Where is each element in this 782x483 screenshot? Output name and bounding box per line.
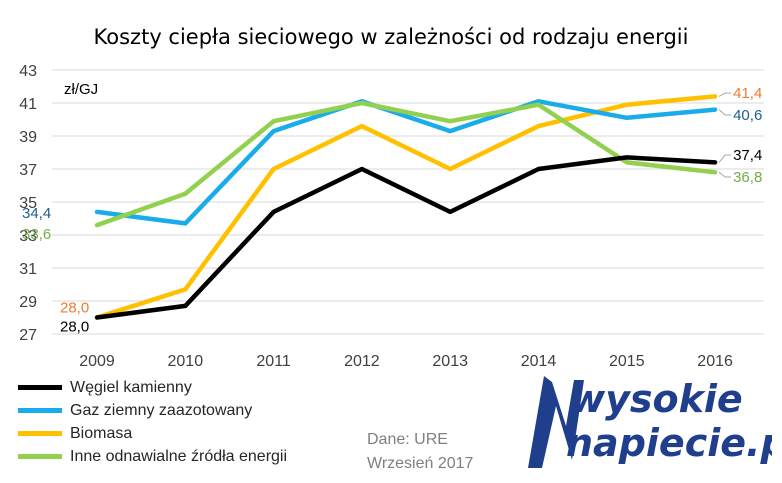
x-tick-label: 2009 <box>79 353 115 370</box>
series-lines <box>94 94 718 320</box>
source-line: Dane: URE <box>367 431 448 448</box>
legend-label: Inne odnawialne źródła energii <box>70 447 288 465</box>
data-label: 28,0 <box>60 319 89 336</box>
wysokie-napiecie-logo: wysokie napiecie.pl <box>528 376 772 468</box>
leader-line <box>718 92 732 97</box>
data-label: 37,4 <box>733 147 762 164</box>
legend-item: Węgiel kamienny <box>18 376 287 399</box>
lightning-bolt-icon <box>528 376 584 468</box>
leader-line <box>718 171 732 178</box>
x-tick-label: 2014 <box>521 353 557 370</box>
y-tick-label: 39 <box>19 129 37 146</box>
series-line <box>94 99 718 226</box>
gridlines <box>52 69 764 335</box>
leader-line <box>718 109 732 116</box>
legend-label: Biomasa <box>70 424 133 442</box>
y-tick-label: 37 <box>19 162 37 179</box>
logo-line-1: wysokie <box>570 377 743 421</box>
legend-item: Biomasa <box>18 422 287 445</box>
x-tick-label: 2010 <box>168 353 204 370</box>
y-tick-label: 27 <box>19 327 37 344</box>
data-label: 40,6 <box>733 107 762 124</box>
legend-item: Gaz ziemny zaazotowany <box>18 399 287 422</box>
data-labels: 34,4 33,6 28,0 28,0 41,4 40,6 37,4 36,8 <box>22 85 762 336</box>
x-axis-ticks: 2009 2010 2011 2012 2013 2014 2015 2016 <box>79 353 733 370</box>
data-label: 36,8 <box>733 169 762 186</box>
data-label: 28,0 <box>60 300 89 317</box>
data-label: 41,4 <box>733 85 762 102</box>
series-line <box>94 94 718 320</box>
series-line <box>94 100 718 228</box>
y-axis-ticks: 27 29 31 33 35 37 39 41 43 <box>19 63 37 344</box>
source-note: Dane: URE Wrzesień 2017 <box>367 428 473 476</box>
y-tick-label: 33 <box>19 228 37 245</box>
legend-swatch <box>18 408 62 413</box>
y-tick-label: 35 <box>19 195 37 212</box>
legend-swatch <box>18 454 62 459</box>
y-tick-label: 31 <box>19 261 37 278</box>
legend-item: Inne odnawialne źródła energii <box>18 445 287 468</box>
legend: Węgiel kamienny Gaz ziemny zaazotowany Bio… <box>18 376 287 468</box>
x-tick-label: 2016 <box>697 353 733 370</box>
data-label: 33,6 <box>22 226 51 243</box>
legend-swatch <box>18 431 62 436</box>
legend-label: Gaz ziemny zaazotowany <box>70 401 253 419</box>
y-tick-label: 29 <box>19 294 37 311</box>
y-tick-label: 41 <box>19 96 37 113</box>
data-label: 34,4 <box>22 205 51 222</box>
logo-line-2: napiecie.pl <box>566 421 772 465</box>
x-tick-label: 2012 <box>344 353 380 370</box>
date-line: Wrzesień 2017 <box>367 455 474 472</box>
x-tick-label: 2011 <box>256 353 291 370</box>
y-tick-label: 43 <box>19 63 37 80</box>
x-tick-label: 2015 <box>609 353 645 370</box>
leader-line <box>718 154 732 163</box>
series-line <box>94 155 718 320</box>
legend-swatch <box>18 385 62 390</box>
x-tick-label: 2013 <box>432 353 468 370</box>
unit-label: zł/GJ <box>64 81 98 98</box>
legend-label: Węgiel kamienny <box>70 378 192 396</box>
chart-title: Koszty ciepła sieciowego w zależności od… <box>94 25 689 49</box>
